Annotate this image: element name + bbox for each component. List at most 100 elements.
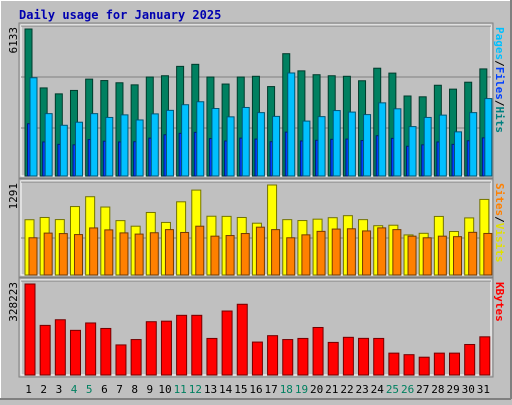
bar-kbytes-undefined [221, 310, 233, 376]
x-tick-label: 18 [280, 383, 293, 396]
series-label: KBytes [493, 282, 506, 322]
chart-panels: 6133 Pages/Files/Hits 1291 Sites/Visits 3282… [7, 22, 506, 378]
panel-2: 1291 Sites/Visits [7, 178, 506, 278]
bar-pages-5 [90, 113, 99, 177]
y-max-label: 6133 [7, 27, 20, 54]
bar-kbytes-undefined [464, 343, 476, 376]
bar-pages-13 [211, 108, 220, 177]
series-label-part: Sites [493, 183, 506, 216]
series-label: Pages/Files/Hits [493, 27, 506, 133]
bar-kbytes-undefined [100, 327, 112, 376]
bar-pages-3 [59, 124, 68, 177]
x-tick-label: 29 [446, 383, 459, 396]
bar-kbytes-undefined [115, 344, 127, 376]
bar-pages-16 [256, 112, 265, 177]
x-tick-label: 5 [86, 383, 93, 396]
x-tick-label: 24 [371, 383, 385, 396]
bar-pages-18 [287, 72, 296, 177]
bar-pages-20 [317, 116, 326, 177]
bar-kbytes-undefined [160, 320, 172, 376]
bar-sites-undefined [422, 237, 432, 276]
x-tick-label: 31 [477, 383, 490, 396]
bar-pages-17 [272, 115, 281, 177]
bar-pages-12 [196, 101, 205, 177]
bar-pages-14 [226, 116, 235, 177]
x-tick-label: 19 [295, 383, 308, 396]
bar-kbytes-undefined [236, 303, 248, 376]
bar-sites-undefined [149, 232, 159, 276]
x-tick-label: 7 [116, 383, 123, 396]
bar-kbytes-undefined [85, 322, 97, 376]
x-tick-label: 3 [56, 383, 63, 396]
x-tick-label: 10 [158, 383, 171, 396]
x-tick-label: 8 [131, 383, 138, 396]
bar-kbytes-undefined [39, 324, 51, 376]
x-tick-label: 26 [401, 383, 414, 396]
bar-pages-24 [378, 102, 387, 177]
x-axis-labels: 1 2 3 4 5 6 7 8 9 10 11 12 13 14 15 16 17 18 19 20 21 22 23 24 2… [25, 383, 490, 396]
bar-kbytes-undefined [267, 335, 279, 376]
bar-pages-6 [105, 116, 114, 177]
bar-sites-undefined [362, 230, 372, 276]
bar-pages-15 [241, 106, 250, 177]
bar-kbytes-undefined [130, 339, 142, 376]
bar-pages-27 [423, 116, 432, 177]
bar-kbytes-undefined [373, 337, 385, 376]
bar-pages-31 [484, 98, 493, 177]
bar-sites-undefined [392, 229, 402, 276]
bar-sites-undefined [346, 228, 356, 276]
series-hits [24, 28, 488, 177]
bar-sites-undefined [407, 235, 417, 276]
bar-sites-undefined [301, 234, 311, 276]
bar-pages-26 [408, 126, 417, 177]
bar-sites-undefined [331, 228, 341, 276]
bar-kbytes-undefined [69, 329, 81, 376]
bar-pages-22 [347, 111, 356, 177]
series-sites [28, 225, 493, 276]
x-tick-label: 25 [386, 383, 399, 396]
x-tick-label: 16 [249, 383, 262, 396]
x-tick-label: 14 [219, 383, 233, 396]
series-pages [29, 72, 493, 177]
panel-3: 328223 KBytes [7, 277, 506, 378]
bar-kbytes-undefined [24, 283, 36, 376]
bar-sites-undefined [180, 231, 190, 276]
y-max-label: 1291 [7, 183, 20, 210]
bar-sites-undefined [104, 229, 114, 276]
series-label: Sites/Visits [493, 183, 506, 263]
x-tick-label: 2 [40, 383, 47, 396]
x-tick-label: 11 [174, 383, 187, 396]
chart-title: Daily usage for January 2025 [19, 8, 221, 22]
bar-pages-8 [135, 119, 144, 177]
bar-pages-25 [393, 108, 402, 177]
series-kbytes [24, 283, 491, 376]
bar-sites-undefined [271, 229, 281, 276]
panel-1: 6133 Pages/Files/Hits [7, 22, 506, 179]
series-label-part: Hits [493, 107, 506, 134]
bar-pages-4 [74, 121, 83, 177]
x-tick-label: 30 [462, 383, 475, 396]
bar-kbytes-undefined [54, 319, 66, 376]
bar-pages-23 [363, 114, 372, 177]
series-label-part: / [493, 216, 506, 223]
bar-kbytes-undefined [418, 356, 430, 376]
bar-sites-undefined [58, 233, 68, 276]
bar-kbytes-undefined [206, 337, 218, 376]
bar-kbytes-undefined [479, 336, 491, 376]
bar-kbytes-undefined [358, 337, 370, 376]
x-tick-label: 23 [356, 383, 369, 396]
bar-sites-undefined [453, 236, 463, 276]
bar-kbytes-undefined [251, 341, 263, 376]
x-tick-label: 13 [204, 383, 217, 396]
x-tick-label: 12 [189, 383, 202, 396]
series-label-part: Visits [493, 223, 506, 263]
bar-kbytes-undefined [342, 336, 354, 376]
bar-sites-undefined [43, 232, 53, 276]
x-tick-label: 28 [431, 383, 444, 396]
bar-sites-undefined [28, 237, 38, 276]
x-tick-label: 21 [325, 383, 338, 396]
bar-sites-undefined [316, 230, 326, 276]
bar-sites-undefined [119, 232, 129, 276]
